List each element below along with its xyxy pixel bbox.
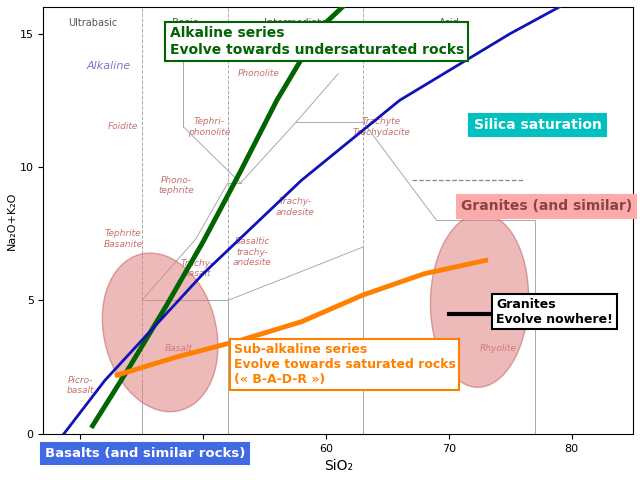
Text: Picro-
basalt: Picro- basalt: [67, 376, 94, 396]
X-axis label: SiO₂: SiO₂: [324, 459, 353, 473]
Text: Granites (and similar): Granites (and similar): [461, 199, 632, 214]
Text: Tephrite
Basanite: Tephrite Basanite: [104, 229, 143, 249]
Text: Sub-alkaline series
Evolve towards saturated rocks
(« B-A-D-R »): Sub-alkaline series Evolve towards satur…: [234, 343, 456, 386]
Text: Basalts (and similar rocks): Basalts (and similar rocks): [45, 447, 245, 460]
Ellipse shape: [102, 253, 218, 412]
Text: Granites
Evolve nowhere!: Granites Evolve nowhere!: [496, 298, 613, 325]
Text: Ultrabasic: Ultrabasic: [68, 18, 117, 28]
Text: Trachy-
basalt: Trachy- basalt: [180, 259, 214, 278]
Text: Tephri-
phonolite: Tephri- phonolite: [188, 117, 230, 137]
Text: Phonolite: Phonolite: [237, 69, 279, 78]
Text: Andesite: Andesite: [282, 344, 321, 353]
Text: Trachyte
Trachydacite: Trachyte Trachydacite: [352, 117, 410, 137]
Text: Alkaline series
Evolve towards undersaturated rocks: Alkaline series Evolve towards undersatu…: [170, 26, 464, 57]
Y-axis label: Na₂O+K₂O: Na₂O+K₂O: [7, 191, 17, 250]
Text: Basaltic
trachy-
andesite: Basaltic trachy- andesite: [233, 238, 271, 267]
Text: Rhyolite: Rhyolite: [479, 344, 516, 353]
Text: Basalt: Basalt: [164, 344, 193, 353]
Text: Dacite: Dacite: [373, 344, 402, 353]
Text: Silica saturation: Silica saturation: [474, 118, 602, 132]
Text: Foidite: Foidite: [108, 122, 138, 132]
Text: Basic: Basic: [172, 18, 198, 28]
Ellipse shape: [431, 214, 529, 387]
Text: Trachy-
andesite: Trachy- andesite: [276, 197, 315, 217]
Text: Phono-
tephrite: Phono- tephrite: [158, 176, 194, 195]
Text: Acid: Acid: [438, 18, 459, 28]
Text: Alkaline: Alkaline: [86, 60, 131, 71]
Text: Intermediate: Intermediate: [264, 18, 327, 28]
Text: Rhyolite: Rhyolite: [474, 203, 510, 212]
